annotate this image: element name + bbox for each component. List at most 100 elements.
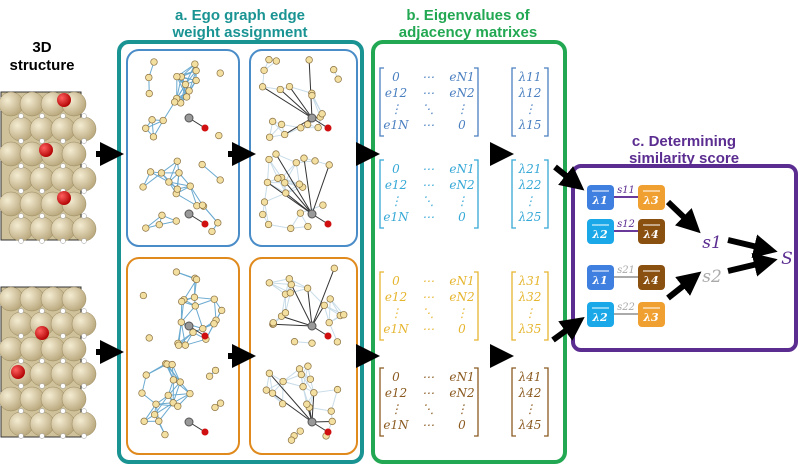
eigenvalue: ⋮ — [524, 402, 536, 416]
section-c-title-line2: similarity score — [629, 150, 739, 167]
eigenvalue: ⋮ — [524, 194, 536, 208]
graph-node — [272, 150, 280, 158]
graph-node — [278, 400, 287, 408]
graph-node — [263, 178, 272, 187]
matrix-cell: ⋮ — [456, 102, 468, 116]
eigenvalue: λ21 — [518, 162, 542, 176]
graph-node — [191, 302, 199, 310]
graph-node — [159, 116, 167, 125]
graph-node — [326, 295, 334, 303]
graph-node — [268, 389, 277, 397]
metal-node — [184, 321, 194, 331]
eigenvalue: λ32 — [518, 290, 542, 304]
graph-node — [287, 224, 295, 233]
matrix-cell: e1N — [383, 322, 409, 336]
graph-node — [340, 311, 348, 319]
matrix-cell: 0 — [458, 322, 466, 336]
graph-node — [173, 157, 181, 165]
graph-node — [281, 130, 289, 139]
matrix-cell: eN1 — [449, 70, 474, 84]
matrix-cell: 0 — [392, 274, 400, 288]
eigenvalue: λ35 — [518, 322, 542, 336]
graph-node — [314, 123, 322, 132]
matrix-cell: 0 — [458, 118, 466, 132]
graph-node — [182, 93, 191, 101]
eigenvalue-vector-4: λ41 λ42 ⋮ λ45 — [518, 370, 542, 432]
graph-node — [214, 219, 222, 227]
graph-node — [140, 417, 148, 425]
eigen-pair-s11: λ1 λ3 s11 — [587, 185, 665, 210]
eigenvalue: λ15 — [518, 118, 542, 132]
matrix-cell: ⋯ — [422, 118, 434, 132]
adsorbate-node — [324, 428, 332, 436]
graph-node — [281, 309, 290, 317]
eigenvalue: λ41 — [518, 370, 542, 384]
graph-node — [285, 82, 294, 91]
matrix-cell: ⋮ — [390, 306, 402, 320]
graph-node — [319, 201, 327, 209]
graph-node — [318, 110, 326, 118]
graph-node — [172, 217, 180, 225]
graph-node — [299, 383, 307, 391]
graph-node — [165, 178, 173, 186]
adsorbate-atom — [11, 365, 25, 379]
graph-node — [304, 120, 312, 129]
matrix-cell: ⋯ — [422, 162, 434, 176]
graph-node — [216, 399, 225, 407]
graph-node — [192, 76, 200, 85]
matrix-cell: e12 — [385, 178, 407, 192]
graph-node — [303, 284, 312, 292]
left-vector-label: λ1 — [591, 194, 607, 207]
matrix-cell: ⋮ — [456, 194, 468, 208]
graph-node — [325, 318, 333, 327]
s1-score: s1 — [702, 233, 722, 253]
pair-score: s11 — [617, 185, 635, 196]
matrix-cell: 0 — [392, 370, 400, 384]
matrix-cell: ⋮ — [390, 194, 402, 208]
adsorbate-node — [324, 220, 332, 228]
metal-node — [307, 417, 317, 427]
matrix-cell: ⋯ — [422, 70, 434, 84]
graph-node — [138, 389, 146, 397]
section-a-title-line1: a. Ego graph edge — [175, 7, 305, 24]
graph-node — [286, 289, 295, 297]
graph-node — [328, 417, 336, 426]
adsorbate-atom — [39, 143, 53, 157]
left-vector-label: λ2 — [591, 228, 608, 241]
graph-node — [155, 417, 163, 425]
pair-score: s22 — [617, 302, 635, 313]
matrix-cell: ⋯ — [422, 386, 434, 400]
graph-node — [152, 400, 160, 408]
graph-node — [277, 120, 286, 129]
graph-node — [216, 69, 224, 77]
graph-node — [218, 306, 226, 315]
graph-node — [185, 87, 193, 95]
graph-node — [178, 297, 186, 306]
graph-node — [189, 328, 197, 337]
graph-node — [305, 56, 313, 64]
metal-node — [184, 209, 194, 219]
graph-node — [198, 160, 206, 169]
graph-node — [148, 116, 156, 124]
metal-node — [307, 113, 317, 123]
graph-node — [308, 91, 316, 100]
adsorbate-atom — [57, 191, 71, 205]
adsorbate-node — [201, 332, 209, 340]
graph-node — [145, 73, 153, 82]
graph-node — [264, 220, 273, 229]
adjacency-matrix-2: 0 ⋯ eN1 e12 ⋯ eN2 ⋮ ⋱ ⋮ e1N ⋯ 0 λ21 λ22 ⋮ λ25 — [379, 159, 549, 229]
adsorbate-atom — [57, 93, 71, 107]
surface-structure-bottom — [0, 286, 97, 439]
graph-node — [265, 369, 274, 377]
graph-node — [211, 366, 220, 375]
graph-node — [300, 154, 308, 162]
matrix-cell: ⋮ — [390, 102, 402, 116]
eigenvalue: λ25 — [518, 210, 542, 224]
matrix-cell: e12 — [385, 386, 407, 400]
section-c-title-line1: c. Determining — [632, 133, 736, 150]
metal-node — [307, 321, 317, 331]
graph-node — [139, 183, 147, 191]
graph-node — [297, 124, 305, 132]
graph-node — [198, 201, 207, 209]
graph-node — [274, 174, 282, 182]
